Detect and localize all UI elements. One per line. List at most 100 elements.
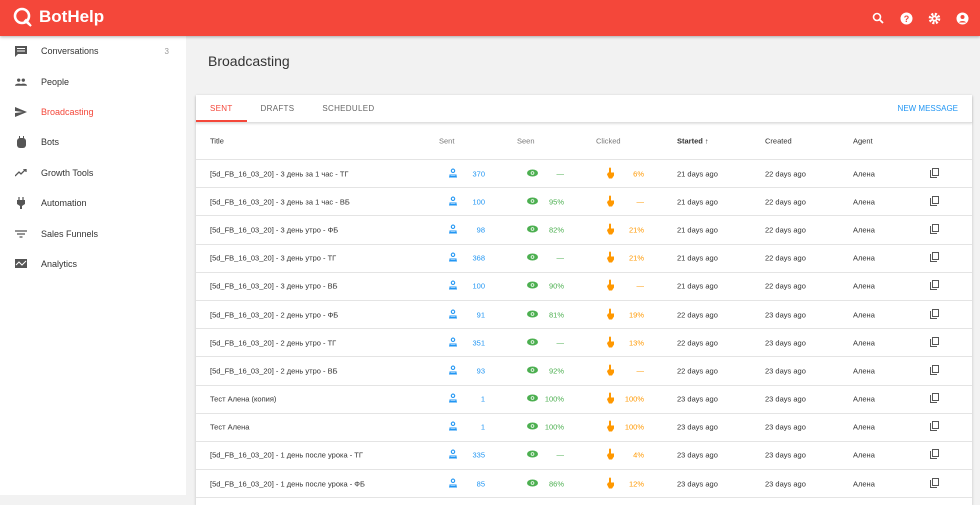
tab-scheduled[interactable]: SCHEDULED: [322, 104, 375, 113]
col-clicked[interactable]: Clicked: [596, 136, 621, 146]
broadcast-title[interactable]: [5d_FB_16_03_20] - 1 день после урока - …: [210, 450, 363, 460]
table-row[interactable]: Тест Алена 1 100% 100% 23 days ago 23 days ag…: [196, 414, 972, 442]
col-title[interactable]: Title: [210, 136, 224, 146]
table-row[interactable]: [5d_FB_16_03_20] - 3 день за 1 час - ТГ 3…: [196, 160, 972, 189]
table-row[interactable]: [5d_FB_16_03_20] - 3 день за 1 час - ВБ 1…: [196, 188, 972, 217]
copy-icon[interactable]: [930, 167, 939, 180]
copy-icon[interactable]: [930, 477, 939, 490]
broadcast-title[interactable]: [5d_FB_16_03_20] - 3 день за 1 час - ТГ: [210, 169, 349, 179]
copy-icon[interactable]: [930, 280, 939, 292]
created-time: 23 days ago: [765, 366, 806, 376]
started-time: 21 days ago: [677, 253, 718, 263]
copy-icon[interactable]: [930, 364, 939, 377]
broadcast-title[interactable]: Тест Алена: [210, 422, 250, 432]
col-started[interactable]: Started ↑: [677, 136, 709, 146]
broadcast-title[interactable]: [5d_FB_16_03_20] - 3 день утро - ФБ: [210, 225, 339, 235]
broadcast-title[interactable]: [5d_FB_16_03_20] - 1 день после урока - …: [210, 479, 365, 489]
clicked-rate: 21%: [628, 253, 644, 263]
copy-icon[interactable]: [930, 308, 939, 321]
broadcast-title[interactable]: [5d_FB_16_03_20] - 3 день за 1 час - ВБ: [210, 197, 350, 207]
sent-count: 1: [480, 394, 485, 404]
sidebar-item-conversations[interactable]: Conversations 3: [0, 36, 186, 66]
sidebar-item-people[interactable]: People: [0, 66, 186, 96]
plug-icon: [15, 197, 27, 210]
help-icon[interactable]: ?: [898, 10, 914, 26]
started-time: 22 days ago: [677, 310, 718, 320]
copy-icon[interactable]: [930, 449, 939, 461]
click-hand-icon: [607, 336, 615, 349]
created-time: 22 days ago: [765, 197, 806, 207]
eye-icon: [527, 310, 538, 319]
tab-drafts[interactable]: DRAFTS: [260, 104, 295, 113]
broadcast-title[interactable]: [5d_FB_16_03_20] - 2 день утро - ТГ: [210, 338, 337, 348]
seen-rate: 82%: [548, 225, 564, 235]
table-row[interactable]: [5d_FB_16_03_20] - 2 день утро - ФБ 91 81%…: [196, 301, 972, 330]
sent-count: 91: [476, 310, 485, 320]
clicked-rate: 4%: [633, 450, 644, 460]
sidebar-item-label: Sales Funnels: [41, 228, 99, 239]
table-row[interactable]: [5d_FB_16_03_20] - 3 день утро - ФБ 98 82%…: [196, 216, 972, 245]
broadcast-title[interactable]: [5d_FB_16_03_20] - 2 день утро - ВБ: [210, 366, 338, 376]
sidebar-item-sales-funnels[interactable]: Sales Funnels: [0, 218, 186, 248]
copy-icon[interactable]: [930, 195, 939, 208]
eye-icon: [527, 197, 538, 206]
sidebar-item-broadcasting[interactable]: Broadcasting: [0, 97, 186, 127]
copy-icon[interactable]: [930, 336, 939, 349]
clicked-rate: —: [636, 281, 645, 291]
agent-name: Алена: [853, 197, 875, 207]
person-icon: [449, 393, 457, 405]
started-time: 21 days ago: [677, 197, 718, 207]
logo[interactable]: BotHelp: [12, 7, 104, 27]
new-message-button[interactable]: NEW MESSAGE: [897, 104, 958, 113]
click-hand-icon: [607, 477, 615, 490]
agent-name: Алена: [853, 169, 875, 179]
copy-icon[interactable]: [930, 223, 939, 236]
account-icon[interactable]: [954, 10, 970, 26]
table-row[interactable]: [5d_FB_16_03_20] - 1 день после урока - …: [196, 470, 972, 499]
agent-name: Алена: [853, 338, 875, 348]
col-agent[interactable]: Agent: [853, 136, 873, 146]
sidebar-item-automation[interactable]: Automation: [0, 188, 186, 218]
broadcast-title[interactable]: Тест Алена (копия): [210, 394, 277, 404]
copy-icon[interactable]: [930, 252, 939, 264]
sidebar-item-label: Bots: [41, 137, 60, 148]
created-time: 23 days ago: [765, 394, 806, 404]
people-icon: [15, 76, 27, 88]
sent-count: 370: [472, 169, 485, 179]
sidebar-item-analytics[interactable]: Analytics: [0, 249, 186, 279]
table-row[interactable]: [5d_FB_16_03_20] - 3 день утро - ТГ 368 — 2…: [196, 245, 972, 273]
copy-icon[interactable]: [930, 421, 939, 433]
person-icon: [449, 224, 457, 235]
sidebar-item-bots[interactable]: Bots: [0, 127, 186, 157]
svg-text:?: ?: [903, 13, 909, 23]
sidebar: Conversations 3 People Broadcasting Bots Grow…: [0, 36, 186, 495]
broadcast-title[interactable]: [5d_FB_16_03_20] - 3 день утро - ВБ: [210, 281, 338, 291]
broadcast-title[interactable]: [5d_FB_16_03_20] - 2 день утро - ФБ: [210, 310, 339, 320]
clicked-rate: 21%: [628, 225, 644, 235]
person-icon: [449, 337, 457, 348]
col-sent[interactable]: Sent: [439, 136, 455, 146]
seen-rate: 81%: [548, 310, 564, 320]
tabs: SENT DRAFTS SCHEDULED NEW MESSAGE: [196, 95, 972, 123]
tab-sent[interactable]: SENT: [196, 95, 247, 122]
table-row[interactable]: [5d_FB_16_03_20] - 2 день утро - ВБ 93 92%…: [196, 357, 972, 386]
table-row[interactable]: [5d_FB_16_03_20] - 2 день утро - ТГ 351 — 1…: [196, 329, 972, 358]
copy-icon[interactable]: [930, 393, 939, 405]
search-icon[interactable]: [870, 10, 886, 26]
sidebar-item-growth-tools[interactable]: Growth Tools: [0, 158, 186, 188]
created-time: 22 days ago: [765, 281, 806, 291]
click-hand-icon: [607, 420, 615, 434]
col-seen[interactable]: Seen: [517, 136, 535, 146]
send-icon: [15, 106, 27, 118]
table-row[interactable]: [5d_FB_16_03_20] - 1 день после урока - …: [196, 442, 972, 471]
table-row[interactable]: Тест Алена (копия) 1 100% 100% 23 days ago 23…: [196, 386, 972, 414]
eye-icon: [527, 394, 538, 404]
agent-name: Алена: [853, 366, 875, 376]
settings-icon[interactable]: [926, 10, 942, 26]
click-hand-icon: [607, 251, 615, 265]
col-created[interactable]: Created: [765, 136, 792, 146]
bot-icon: [15, 136, 27, 149]
broadcast-title[interactable]: [5d_FB_16_03_20] - 3 день утро - ТГ: [210, 253, 337, 263]
table-row[interactable]: [5d_FB_16_03_20] - 3 день утро - ВБ 100 90…: [196, 273, 972, 301]
created-time: 23 days ago: [765, 450, 806, 460]
